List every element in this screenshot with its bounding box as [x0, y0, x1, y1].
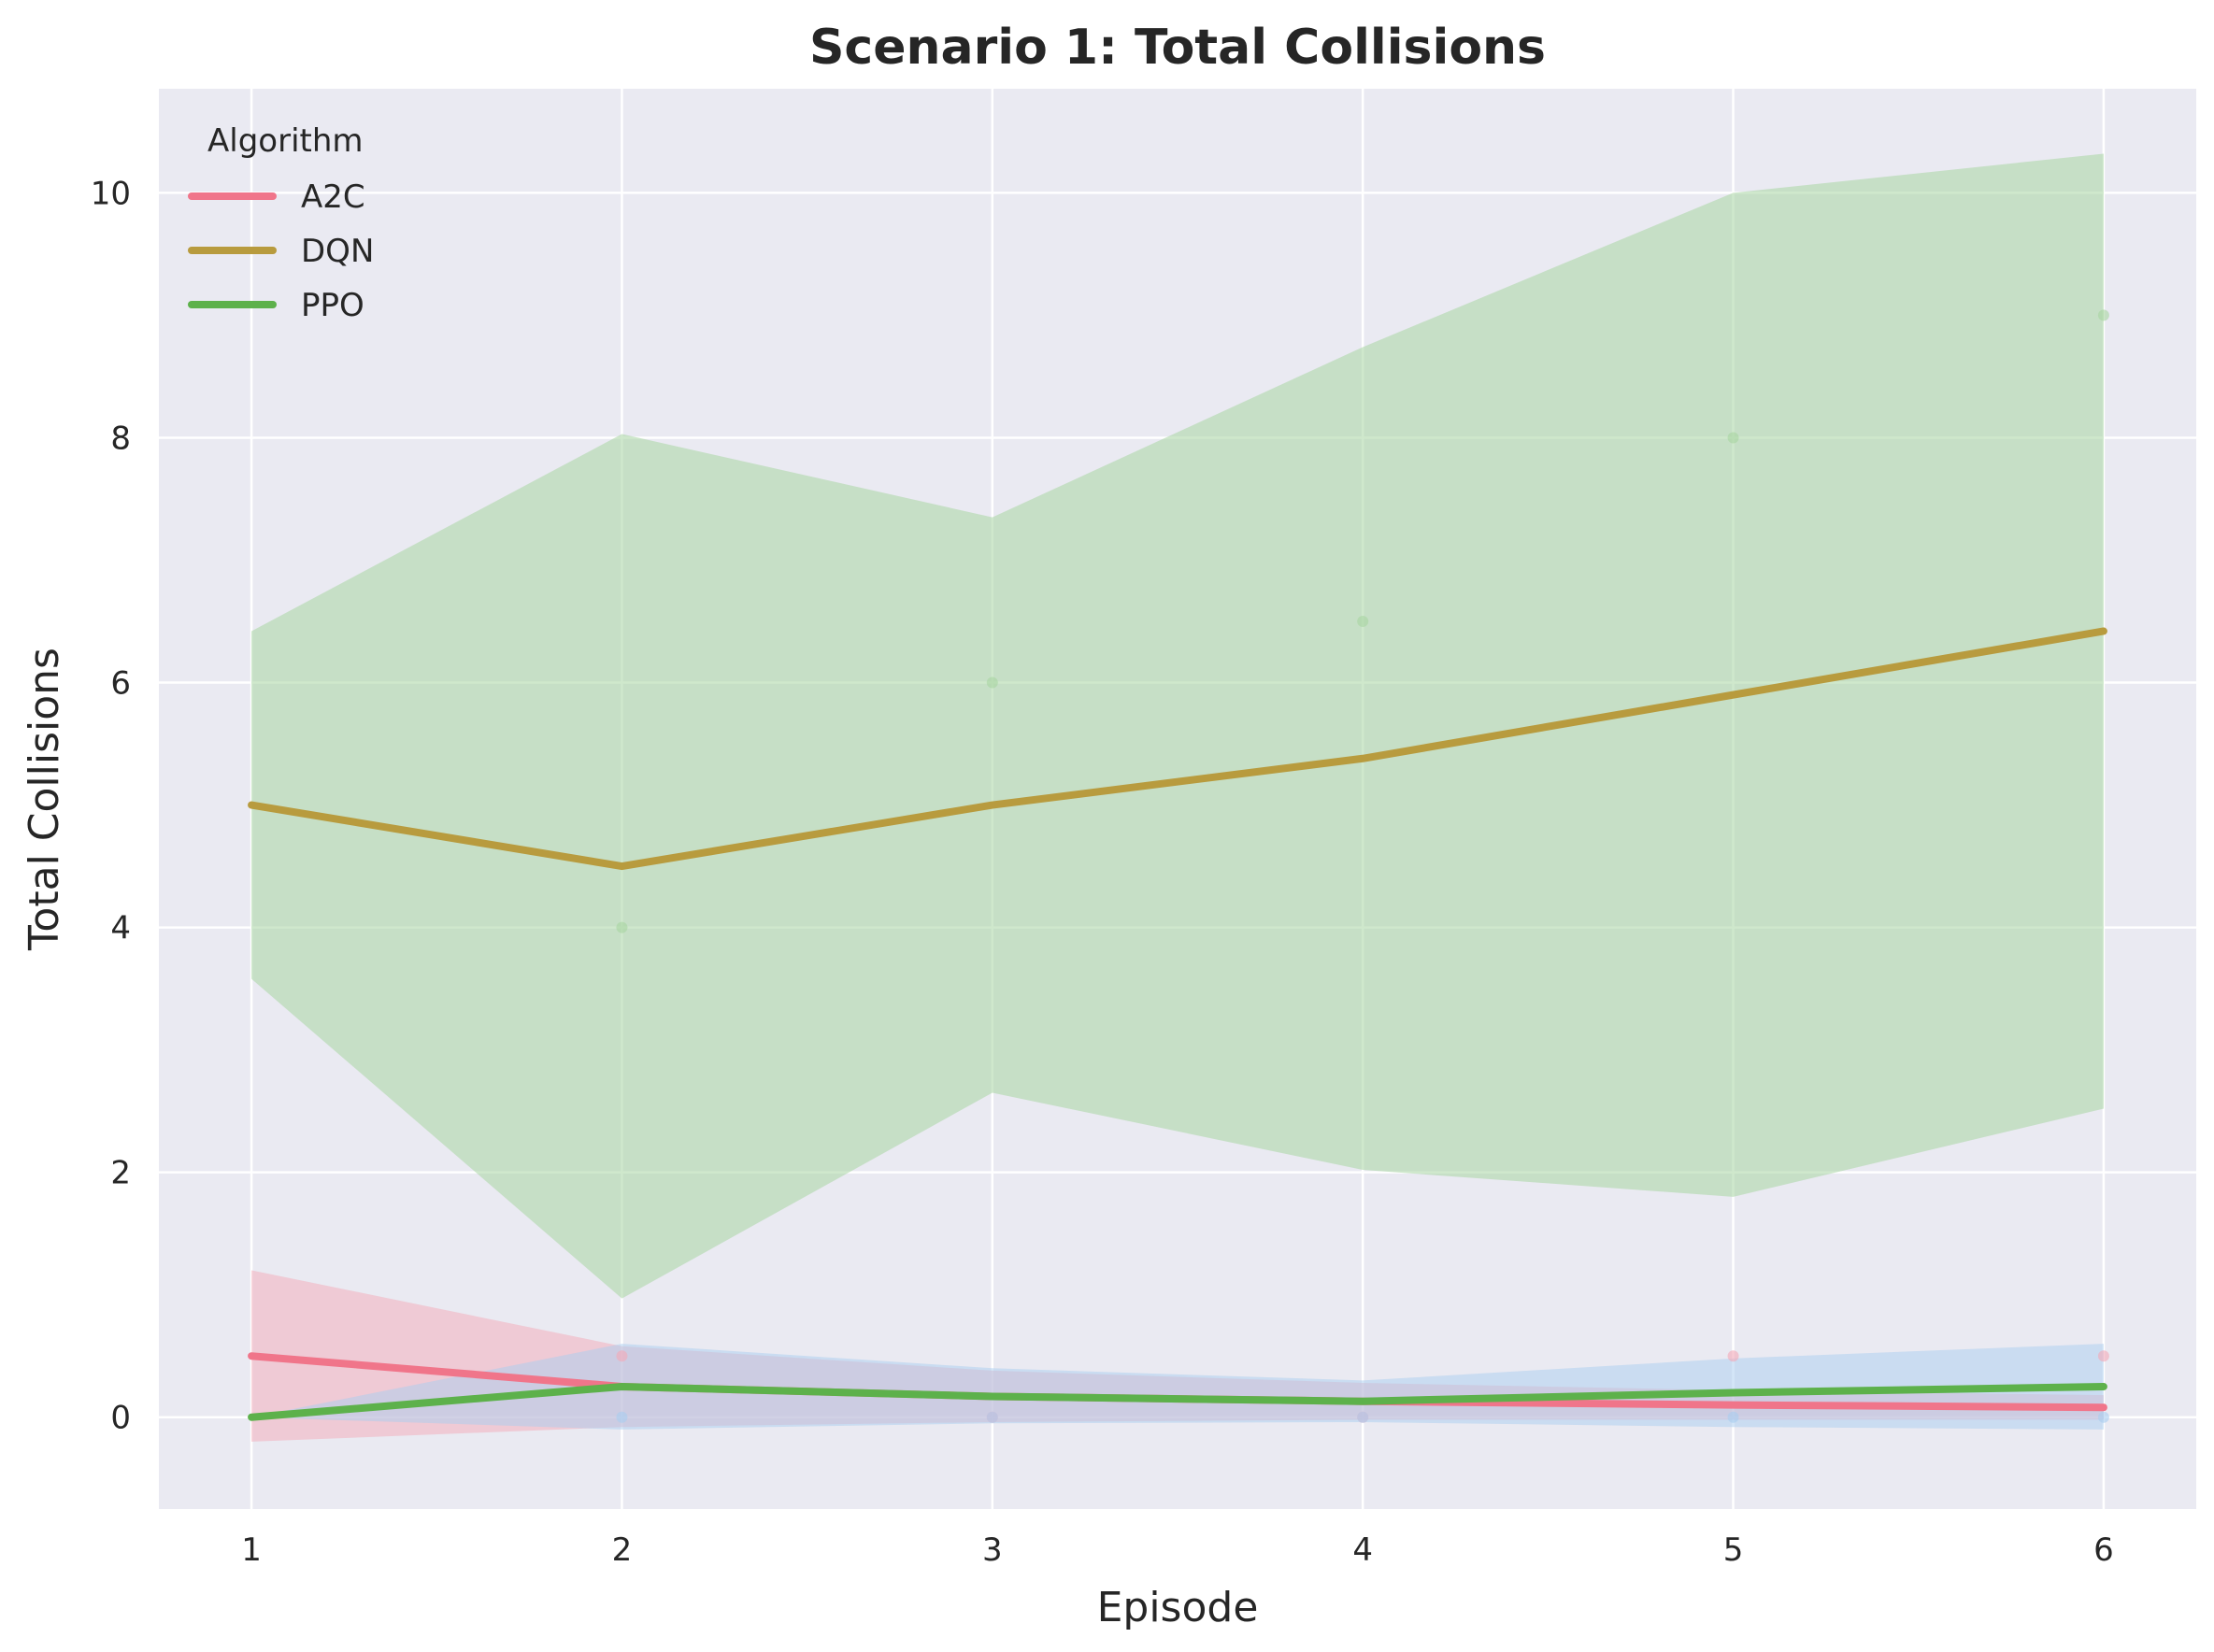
data-point-dqn: [986, 676, 998, 689]
confidence-bands: [251, 153, 2104, 1442]
x-axis-label: Episode: [1097, 1584, 1259, 1631]
data-point-ppo: [986, 1411, 998, 1423]
data-point-ppo: [616, 1411, 628, 1423]
x-tick-label: 1: [241, 1531, 262, 1569]
x-tick-label: 5: [1723, 1531, 1744, 1569]
y-axis-label: Total Collisions: [21, 648, 68, 951]
data-point-a2c: [1727, 1350, 1739, 1362]
y-tick-label: 2: [110, 1155, 131, 1192]
legend-label-ppo: PPO: [301, 287, 364, 324]
legend: Algorithm A2C DQN PPO: [188, 122, 374, 324]
series-line-dqn: [248, 627, 2107, 871]
series-lines: [248, 627, 2107, 1421]
legend-label-dqn: DQN: [301, 233, 374, 270]
x-tick-label: 2: [612, 1531, 633, 1569]
y-tick-label: 10: [91, 175, 131, 212]
confidence-band-dqn: [251, 153, 2104, 1299]
x-tick-labels: 1 2 3 4 5 6: [241, 1531, 2113, 1569]
data-point-dqn: [616, 921, 628, 933]
y-tick-label: 4: [110, 910, 131, 947]
y-tick-label: 8: [110, 420, 131, 457]
x-tick-label: 6: [2093, 1531, 2114, 1569]
y-tick-label: 6: [110, 665, 131, 703]
legend-title: Algorithm: [207, 122, 364, 160]
data-point-ppo: [1357, 1411, 1369, 1423]
data-point-dqn: [1727, 432, 1739, 444]
y-tick-labels: 0 2 4 6 8 10: [91, 175, 131, 1436]
chart-title: Scenario 1: Total Collisions: [809, 20, 1546, 76]
confidence-band-ppo: [251, 1344, 2104, 1430]
data-point-ppo: [1727, 1411, 1739, 1423]
x-tick-label: 4: [1352, 1531, 1373, 1569]
data-point-dqn: [2097, 309, 2109, 321]
x-tick-label: 3: [982, 1531, 1003, 1569]
series-line-ppo: [248, 1382, 2107, 1421]
data-point-ppo: [2097, 1411, 2109, 1423]
scatter-points: [616, 309, 2109, 1423]
y-tick-label: 0: [110, 1400, 131, 1437]
data-point-dqn: [1357, 616, 1369, 627]
legend-label-a2c: A2C: [301, 178, 365, 216]
data-point-a2c: [2097, 1350, 2109, 1362]
data-point-a2c: [616, 1350, 628, 1362]
